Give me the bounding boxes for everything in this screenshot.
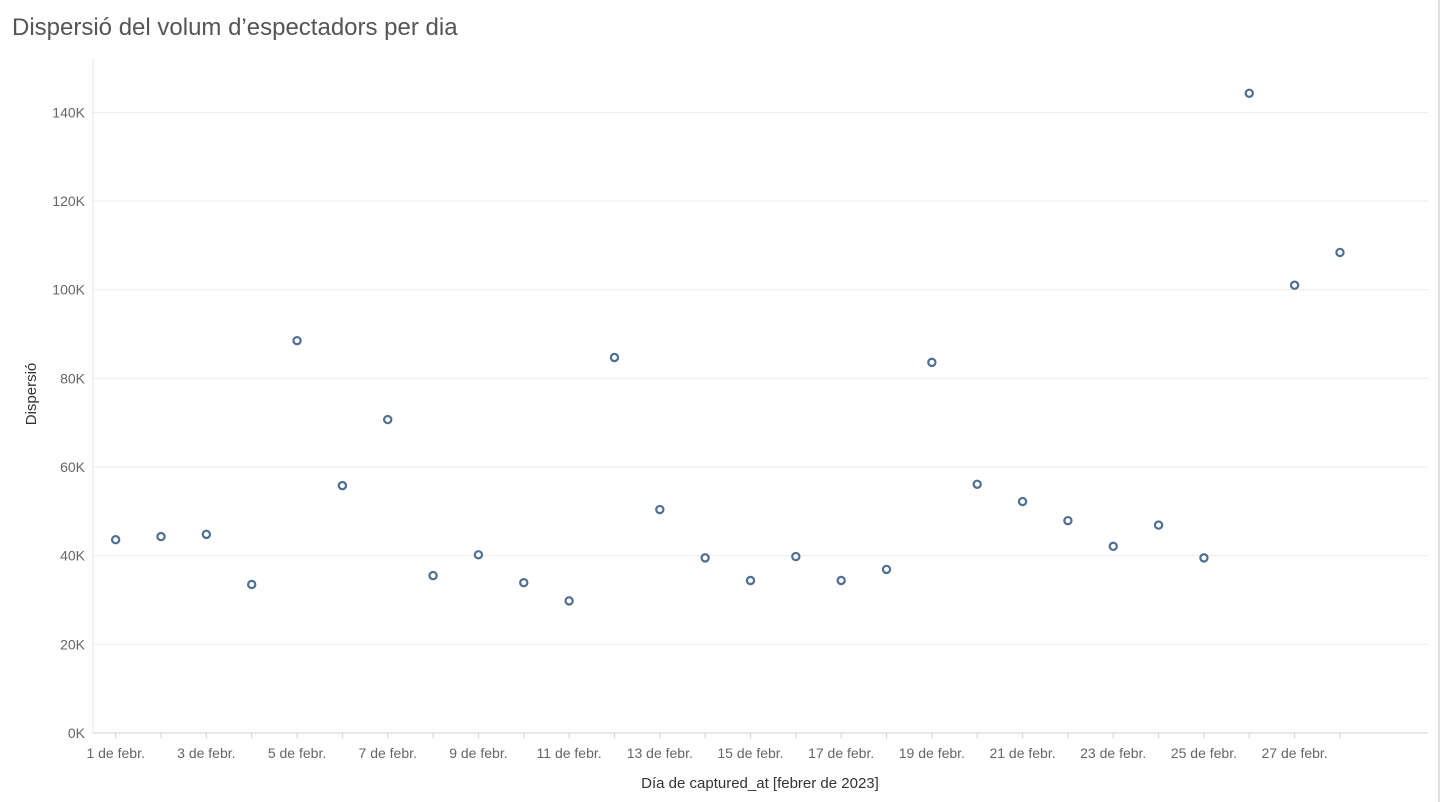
data-point: [745, 575, 756, 586]
data-point: [655, 504, 665, 515]
x-tick-label: 15 de febr.: [717, 745, 783, 761]
axes: [92, 58, 1428, 734]
x-axis-title: Día de captured_at [febrer de 2023]: [641, 775, 879, 792]
grid-lines: [93, 111, 1428, 645]
x-tick-label: 9 de febr.: [449, 745, 507, 761]
data-point: [881, 564, 892, 575]
data-point: [156, 531, 166, 542]
chart-title: Dispersió del volum d’espectadors per di…: [12, 14, 458, 41]
data-points: [110, 88, 1345, 606]
y-tick-label: 20K: [60, 636, 86, 652]
data-point: [473, 550, 484, 560]
y-tick-label: 40K: [60, 548, 86, 564]
data-point: [110, 535, 121, 545]
data-point: [927, 357, 937, 368]
y-tick-label: 120K: [52, 193, 85, 209]
x-tick-label: 17 de febr.: [808, 745, 874, 761]
data-point: [972, 479, 982, 489]
data-point: [836, 575, 846, 586]
data-point: [428, 570, 438, 581]
data-point: [1244, 88, 1254, 98]
data-point: [791, 551, 801, 562]
y-tick-labels: 0K 20K 40K 60K 80K 100K 120K 140K: [52, 104, 85, 741]
data-point: [1063, 515, 1073, 526]
x-tick-labels: 1 de febr. 3 de febr. 5 de febr. 7 de febr.…: [86, 733, 1341, 761]
y-tick-label: 140K: [52, 104, 85, 120]
data-point: [292, 335, 302, 346]
data-point: [201, 529, 212, 540]
x-tick-label: 3 de febr.: [177, 745, 235, 761]
x-tick-label: 13 de febr.: [627, 745, 693, 761]
y-tick-label: 0K: [68, 725, 86, 741]
x-tick-label: 19 de febr.: [899, 745, 965, 761]
x-tick-label: 5 de febr.: [268, 745, 326, 761]
data-point: [519, 578, 529, 588]
window-edge: [1438, 0, 1440, 802]
y-axis-title: Dispersió: [23, 363, 40, 426]
x-tick-label: 27 de febr.: [1262, 745, 1328, 761]
data-point: [337, 480, 348, 491]
x-tick-label: 25 de febr.: [1171, 745, 1237, 761]
data-point: [247, 579, 257, 590]
data-point: [1153, 520, 1164, 530]
x-tick-label: 23 de febr.: [1080, 745, 1146, 761]
data-point: [1199, 553, 1209, 563]
x-tick-label: 7 de febr.: [359, 745, 417, 761]
y-tick-label: 80K: [60, 370, 86, 386]
data-point: [1289, 280, 1300, 290]
y-tick-label: 100K: [52, 282, 85, 298]
data-point: [1335, 247, 1345, 258]
y-tick-label: 60K: [60, 459, 86, 475]
x-tick-label: 21 de febr.: [989, 745, 1055, 761]
data-point: [1017, 496, 1028, 507]
data-point: [700, 553, 710, 563]
data-point: [564, 596, 574, 606]
x-tick-label: 11 de febr.: [537, 745, 602, 761]
data-point: [1108, 541, 1118, 552]
data-point: [609, 352, 620, 363]
data-point: [383, 414, 393, 425]
x-tick-label: 1 de febr.: [86, 745, 144, 761]
